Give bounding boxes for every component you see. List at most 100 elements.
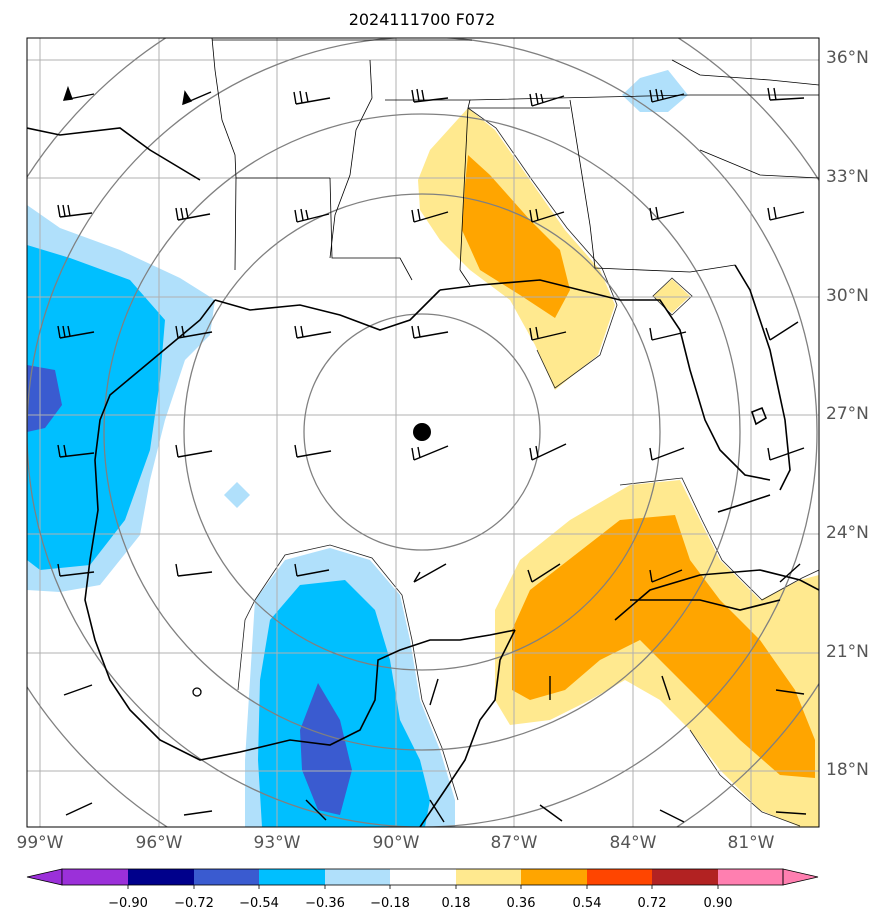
map-frame — [26, 37, 820, 828]
contour-line — [689, 729, 801, 827]
storm-center-dot — [413, 423, 431, 441]
colorbar-bin — [128, 869, 194, 885]
state-border — [211, 38, 237, 271]
colorbar-extend-low — [26, 868, 63, 886]
negative-anomaly-diamond — [224, 482, 250, 508]
location-marker — [192, 687, 202, 697]
wind-barb — [659, 809, 685, 823]
colorbar-bin — [62, 869, 128, 885]
wind-barb — [294, 325, 332, 339]
wind-barb — [57, 444, 95, 458]
lat-label: 33°N — [826, 167, 869, 187]
colorbar-extend-high — [782, 868, 819, 886]
wind-barb — [413, 563, 447, 583]
state-border — [469, 94, 819, 101]
colorbar-tick-label: −0.72 — [174, 896, 214, 911]
coastline-texas — [84, 299, 516, 761]
shaded-field — [27, 70, 819, 827]
colorbar-tick-label: −0.18 — [370, 896, 410, 911]
negative-anomaly-dark-south — [300, 683, 352, 815]
wind-barb — [649, 88, 685, 103]
lon-label: 90°W — [372, 833, 420, 853]
negative-anomaly-light-ne — [622, 70, 688, 112]
coastline-cuba-south — [630, 599, 781, 611]
wind-barb — [294, 444, 332, 458]
wind-barb — [65, 802, 93, 816]
coastline-florida-east — [734, 264, 791, 491]
contour-line — [619, 477, 819, 601]
colorbar-bin — [194, 869, 259, 885]
positive-anomaly-mid-north — [462, 155, 570, 318]
negative-anomaly-mid-south — [258, 580, 430, 827]
coastline-cuba — [614, 569, 819, 621]
wind-barb — [411, 325, 449, 339]
wind-barb — [429, 678, 439, 706]
range-ring — [27, 38, 818, 827]
range-ring — [183, 193, 661, 671]
wind-barb — [63, 684, 93, 696]
lon-label: 99°W — [16, 833, 64, 853]
colorbar-tick-label: 0.72 — [637, 896, 667, 911]
colorbar-tick-label: 0.54 — [572, 896, 602, 911]
wind-barb — [175, 563, 213, 577]
colorbar-tick-label: −0.36 — [305, 896, 345, 911]
wind-barb — [649, 569, 683, 583]
colorbar-frame — [61, 868, 784, 886]
wind-barb — [779, 563, 801, 583]
range-ring — [103, 113, 741, 751]
wind-barb — [649, 447, 685, 461]
lon-label: 96°W — [135, 833, 183, 853]
lon-label: 93°W — [253, 833, 301, 853]
lat-label: 21°N — [826, 642, 869, 662]
wind-barb — [411, 208, 449, 223]
wind-barb — [767, 87, 805, 101]
positive-anomaly-mid-se — [512, 515, 815, 778]
wind-barb — [767, 206, 805, 221]
wind-barb — [293, 90, 331, 105]
range-ring — [303, 313, 541, 551]
wind-barb — [775, 811, 807, 815]
lat-label: 24°N — [826, 523, 869, 543]
lat-label: 27°N — [826, 404, 869, 424]
colorbar-tick-label: −0.90 — [108, 896, 148, 911]
lat-label: 18°N — [826, 760, 869, 780]
wind-barb — [429, 799, 445, 823]
wind-barb — [775, 689, 805, 695]
coastline-yucatan — [419, 629, 516, 827]
wind-barb — [529, 326, 567, 341]
colorbar-bin — [456, 869, 521, 885]
wind-barb — [182, 90, 212, 106]
coastline-gulf-north — [27, 127, 201, 181]
coastlines — [27, 127, 819, 827]
lon-label: 84°W — [609, 833, 657, 853]
colorbar-tick-label: 0.18 — [441, 896, 471, 911]
wind-barb — [175, 207, 211, 221]
wind-barb — [649, 327, 687, 341]
colorbar-tick-label: 0.36 — [506, 896, 536, 911]
wind-barbs — [57, 85, 807, 823]
coastline-gulf-east — [439, 279, 771, 481]
contour-line — [254, 544, 459, 801]
lake-okeechobee — [751, 406, 767, 426]
wind-barb — [527, 563, 561, 583]
colorbar-tick-label: −0.54 — [239, 896, 279, 911]
wind-barb — [57, 204, 93, 218]
wind-barb — [183, 810, 213, 816]
contour-line — [237, 599, 256, 691]
wind-barb — [175, 444, 213, 458]
wind-barb — [57, 325, 95, 339]
wind-barb — [529, 92, 565, 107]
colorbar-bin — [652, 869, 718, 885]
lon-label: 87°W — [490, 833, 538, 853]
colorbar-tick-label: 0.90 — [703, 896, 733, 911]
wind-barb — [305, 799, 327, 821]
wind-barb — [175, 325, 213, 339]
contour-outlines — [237, 107, 819, 827]
wind-barb — [294, 208, 330, 223]
wind-barb — [767, 447, 805, 461]
state-border — [329, 177, 413, 281]
lat-lon-grid — [27, 38, 819, 827]
keys — [717, 494, 771, 513]
state-borders — [211, 38, 819, 286]
state-border — [569, 99, 736, 273]
